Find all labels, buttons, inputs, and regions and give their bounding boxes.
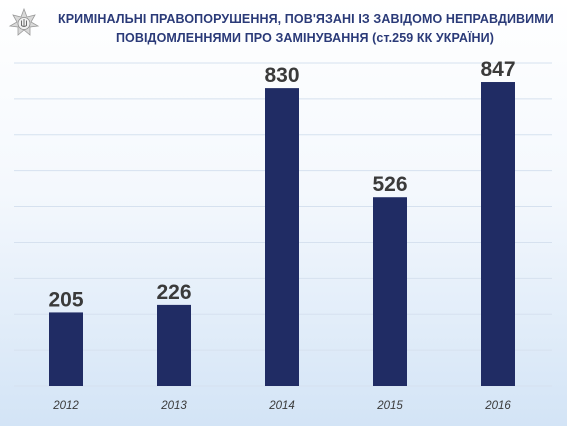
value-label-2013: 226 bbox=[156, 281, 191, 304]
police-star-emblem-icon bbox=[8, 8, 40, 36]
bar-2013 bbox=[157, 304, 191, 386]
x-tick-labels: 2012 2013 2014 2015 2016 bbox=[52, 400, 511, 412]
x-tick-label-2015: 2015 bbox=[376, 400, 403, 412]
x-tick-label-2016: 2016 bbox=[484, 400, 511, 412]
x-tick-label-2012: 2012 bbox=[52, 400, 79, 412]
chart-title: КРИМІНАЛЬНІ ПРАВОПОРУШЕННЯ, ПОВ'ЯЗАНІ ІЗ… bbox=[58, 10, 554, 48]
bar-2016 bbox=[481, 82, 515, 386]
value-labels: 205 226 830 526 847 bbox=[48, 58, 515, 311]
x-tick-label-2014: 2014 bbox=[268, 400, 295, 412]
bars bbox=[49, 82, 515, 386]
value-label-2014: 830 bbox=[264, 64, 299, 87]
chart-title-line-1: КРИМІНАЛЬНІ ПРАВОПОРУШЕННЯ, ПОВ'ЯЗАНІ ІЗ… bbox=[58, 12, 554, 26]
bar-2015 bbox=[373, 197, 407, 386]
bar-2014 bbox=[265, 88, 299, 386]
value-label-2015: 526 bbox=[372, 173, 407, 196]
chart-title-line-2: ПОВІДОМЛЕННЯМИ ПРО ЗАМІНУВАННЯ (ст.259 К… bbox=[115, 31, 495, 45]
value-label-2012: 205 bbox=[48, 288, 83, 311]
x-tick-label-2013: 2013 bbox=[160, 400, 187, 412]
bar-2012 bbox=[49, 312, 83, 386]
value-label-2016: 847 bbox=[480, 58, 515, 81]
